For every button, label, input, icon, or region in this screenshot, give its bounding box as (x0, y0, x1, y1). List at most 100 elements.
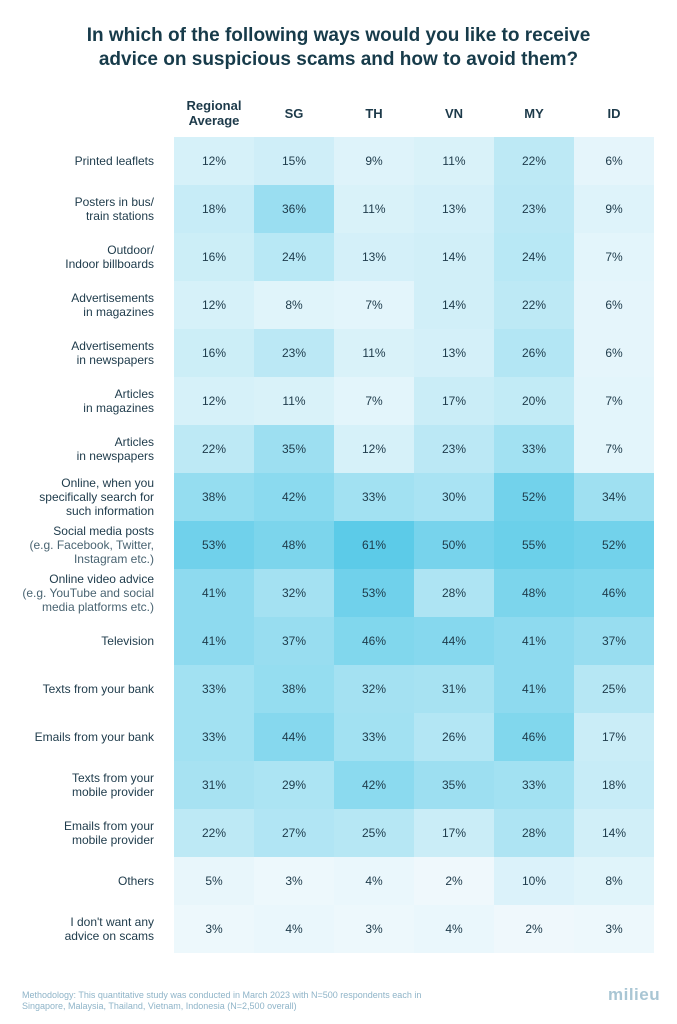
heatmap-cell: 48% (254, 521, 334, 569)
heatmap-cell: 30% (414, 473, 494, 521)
row-label-line: Others (117, 874, 154, 888)
row-label-subtext: (e.g. Facebook, Twitter, (29, 538, 154, 552)
row-label-line: Advertisements (71, 291, 154, 305)
heatmap-cell: 33% (174, 665, 254, 713)
heatmap-cell: 55% (494, 521, 574, 569)
heatmap-cell: 22% (174, 425, 254, 473)
column-header-line: SG (284, 105, 304, 121)
heatmap-cell: 53% (174, 521, 254, 569)
heatmap-cell: 11% (414, 137, 494, 185)
heatmap-cell: 26% (494, 329, 574, 377)
row-label-subtext: media platforms etc.) (41, 600, 154, 614)
heatmap-cell: 9% (334, 137, 414, 185)
heatmap-cell: 3% (574, 905, 654, 953)
heatmap-cell: 23% (414, 425, 494, 473)
row-label-line: in magazines (83, 401, 154, 415)
row-label-line: Outdoor/ (107, 243, 154, 257)
row-label-line: train stations (85, 209, 154, 223)
heatmap-cell: 25% (334, 809, 414, 857)
heatmap-cell: 24% (494, 233, 574, 281)
heatmap-cell: 7% (334, 377, 414, 425)
column-header-line: TH (365, 105, 383, 121)
heatmap-cell: 26% (414, 713, 494, 761)
heatmap-cell: 35% (414, 761, 494, 809)
heatmap-cell: 53% (334, 569, 414, 617)
heatmap-cell: 6% (574, 137, 654, 185)
row-label: Television (6, 617, 154, 665)
heatmap-cell: 4% (414, 905, 494, 953)
heatmap-cell: 17% (574, 713, 654, 761)
heatmap-cell: 33% (494, 425, 574, 473)
heatmap-cell: 16% (174, 329, 254, 377)
heatmap-cell: 11% (334, 329, 414, 377)
heatmap-cell: 22% (494, 137, 574, 185)
heatmap-cell: 17% (414, 377, 494, 425)
heatmap-cell: 7% (574, 377, 654, 425)
heatmap-cell: 13% (414, 329, 494, 377)
heatmap-cell: 12% (174, 281, 254, 329)
row-label-line: Online, when you (61, 476, 154, 490)
row-label: Printed leaflets (6, 137, 154, 185)
heatmap-cell: 52% (494, 473, 574, 521)
heatmap-cell: 2% (494, 905, 574, 953)
row-label: Posters in bus/train stations (6, 185, 154, 233)
row-label-line: in newspapers (76, 449, 154, 463)
heatmap-cell: 46% (334, 617, 414, 665)
row-label-line: Emails from your bank (34, 730, 154, 744)
row-label-line: Television (101, 634, 154, 648)
heatmap-cell: 61% (334, 521, 414, 569)
heatmap-cell: 44% (414, 617, 494, 665)
row-label: Outdoor/Indoor billboards (6, 233, 154, 281)
heatmap-cell: 34% (574, 473, 654, 521)
heatmap-cell: 6% (574, 329, 654, 377)
heatmap-cell: 14% (414, 281, 494, 329)
heatmap-cell: 35% (254, 425, 334, 473)
heatmap-cell: 14% (574, 809, 654, 857)
heatmap-cell: 41% (494, 617, 574, 665)
heatmap-cell: 33% (174, 713, 254, 761)
row-label-line: advice on scams (64, 929, 154, 943)
heatmap-cell: 22% (494, 281, 574, 329)
column-header: SG (254, 96, 334, 130)
column-header: TH (334, 96, 414, 130)
heatmap-cell: 31% (174, 761, 254, 809)
heatmap-cell: 33% (334, 713, 414, 761)
row-label: Others (6, 857, 154, 905)
row-label-line: mobile provider (71, 833, 154, 847)
column-header-line: ID (607, 105, 621, 121)
milieu-logo: milieu (608, 985, 661, 1004)
heatmap-cell: 38% (254, 665, 334, 713)
row-label: Online video advice (e.g. YouTube and soc… (6, 569, 154, 617)
heatmap-cell: 46% (574, 569, 654, 617)
heatmap-cell: 11% (254, 377, 334, 425)
chart-title-line-2: advice on suspicious scams and how to av… (98, 49, 579, 70)
heatmap-cell: 13% (334, 233, 414, 281)
row-label-line: Articles (114, 387, 154, 401)
row-label-line: Advertisements (71, 339, 154, 353)
heatmap-cell: 28% (414, 569, 494, 617)
heatmap-cell: 4% (254, 905, 334, 953)
row-label: Emails from your bank (6, 713, 154, 761)
heatmap-cell: 29% (254, 761, 334, 809)
row-label-subtext: Instagram etc.) (73, 552, 154, 566)
heatmap-cell: 18% (574, 761, 654, 809)
row-label: Advertisements in magazines (6, 281, 154, 329)
column-header-line: Average (188, 113, 240, 128)
heatmap-cell: 41% (494, 665, 574, 713)
heatmap-cell: 8% (574, 857, 654, 905)
column-header: Regional Average (174, 96, 254, 130)
heatmap-cell: 5% (174, 857, 254, 905)
heatmap-cell: 2% (414, 857, 494, 905)
methodology-note: Methodology: This quantitative study was… (22, 990, 482, 1012)
row-label: Articles in newspapers (6, 425, 154, 473)
heatmap-cell: 32% (254, 569, 334, 617)
heatmap-cell: 25% (574, 665, 654, 713)
heatmap-cell: 41% (174, 617, 254, 665)
heatmap-cell: 4% (334, 857, 414, 905)
heatmap-cell: 9% (574, 185, 654, 233)
row-label-line: Emails from your (63, 819, 154, 833)
heatmap-cell: 44% (254, 713, 334, 761)
heatmap-cell: 24% (254, 233, 334, 281)
row-label-line: I don't want any (70, 915, 154, 929)
